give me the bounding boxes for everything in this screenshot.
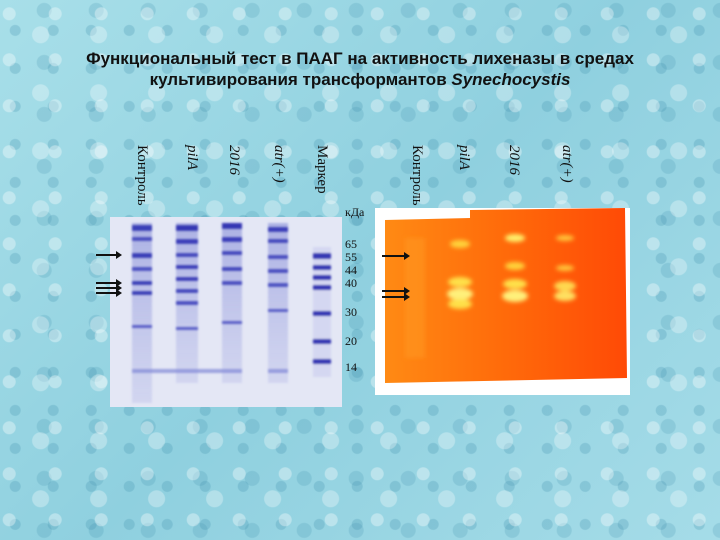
kda-unit-label: кДа bbox=[345, 205, 365, 219]
left-lane-label-control: Контроль bbox=[134, 145, 150, 206]
right-lane-label-2016: 2016 bbox=[506, 145, 522, 175]
right-lane-label-pila: pilA bbox=[456, 145, 472, 170]
arrow-marker-left-3 bbox=[96, 284, 122, 292]
arrow-marker-left-4 bbox=[96, 289, 122, 297]
title-line-2: культивирования трансформантов bbox=[149, 70, 447, 89]
zymogram-gel-svg bbox=[375, 208, 630, 395]
kda-14: 14 bbox=[345, 360, 357, 374]
arrow-marker-left-1 bbox=[96, 251, 122, 259]
right-lane-label-atr: atr(+) bbox=[559, 145, 575, 183]
zymogram-gel-image bbox=[375, 208, 630, 395]
right-lane-label-control: Контроль bbox=[409, 145, 425, 206]
arrow-marker-left-2 bbox=[96, 279, 122, 287]
left-lane-label-2016: 2016 bbox=[226, 145, 242, 175]
left-lane-label-atr: atr(+) bbox=[271, 145, 287, 183]
coomassie-gel-image bbox=[110, 217, 342, 407]
kda-20: 20 bbox=[345, 334, 357, 348]
arrow-marker-right-3 bbox=[382, 293, 410, 301]
left-lane-label-pila: pilA bbox=[184, 145, 200, 170]
slide-title: Функциональный тест в ПААГ на активность… bbox=[40, 48, 680, 90]
coomassie-gel-svg bbox=[110, 217, 342, 407]
arrow-marker-right-1 bbox=[382, 252, 410, 260]
arrow-marker-right-2 bbox=[382, 287, 410, 295]
title-line-1: Функциональный тест в ПААГ на активность… bbox=[86, 49, 634, 68]
kda-55: 55 bbox=[345, 250, 357, 264]
kda-40: 40 bbox=[345, 276, 357, 290]
left-lane-label-marker: Маркер bbox=[314, 145, 330, 194]
kda-44: 44 bbox=[345, 263, 357, 277]
kda-30: 30 bbox=[345, 305, 357, 319]
title-organism: Synechocystis bbox=[451, 70, 571, 89]
kda-65: 65 bbox=[345, 237, 357, 251]
